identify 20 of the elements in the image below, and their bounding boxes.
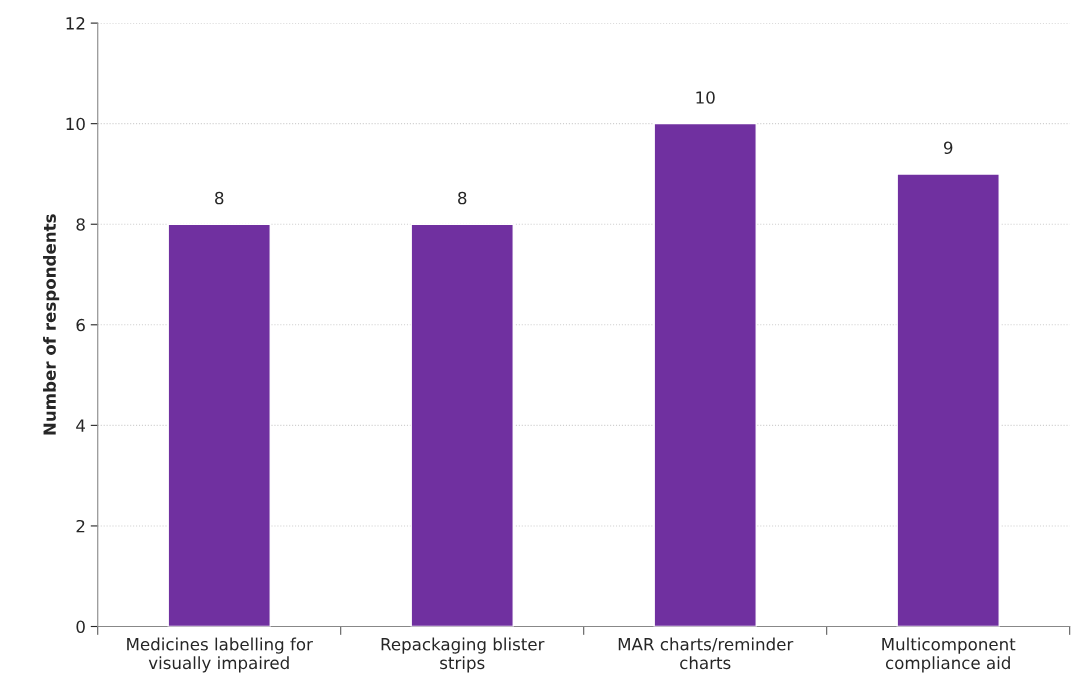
bar <box>167 223 271 627</box>
bar <box>653 122 757 627</box>
x-tick-label: Multicomponent compliance aid <box>882 637 1016 673</box>
data-label: 9 <box>943 141 953 155</box>
data-label: 8 <box>215 191 224 205</box>
x-tick-label: Medicines labelling for visually impaired <box>127 637 313 673</box>
y-axis-title: Number of respondents <box>43 214 60 435</box>
y-tick-label: 4 <box>76 419 85 432</box>
y-tick-label: 12 <box>66 17 85 30</box>
x-tick-label: MAR charts/reminder charts <box>618 637 794 670</box>
y-tick-label: 10 <box>66 117 85 131</box>
data-label: 8 <box>458 191 467 205</box>
data-label: 10 <box>696 91 715 104</box>
bar <box>410 223 514 627</box>
y-tick-label: 0 <box>76 620 85 634</box>
y-tick-label: 2 <box>76 519 85 533</box>
y-tick-label: 6 <box>76 318 85 332</box>
y-tick-label: 8 <box>76 218 85 231</box>
bar <box>896 173 1000 627</box>
x-tick-label: Repackaging blister strips <box>381 637 545 673</box>
